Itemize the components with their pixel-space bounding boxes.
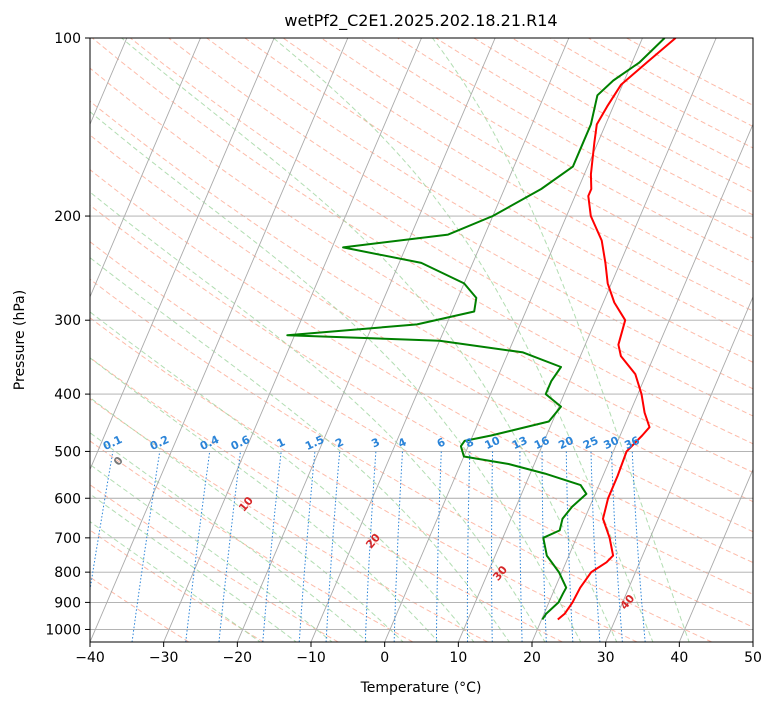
dry-adiabat-line <box>90 169 753 564</box>
x-tick-label: −30 <box>149 650 179 666</box>
isotherm-line <box>90 38 349 642</box>
x-tick-label: 10 <box>449 650 467 666</box>
dry-adiabat-line <box>90 134 753 533</box>
chart-title: wetPf2_C2E1.2025.202.18.21.R14 <box>284 11 557 31</box>
x-tick-label: 20 <box>523 650 541 666</box>
moist-adiabat-line <box>90 432 369 642</box>
dry-adiabat-line <box>206 38 753 363</box>
y-tick-label: 800 <box>54 565 81 581</box>
x-tick-label: 30 <box>597 650 615 666</box>
dry-adiabat-line <box>90 398 488 642</box>
mixing-ratio-line <box>298 451 316 642</box>
y-tick-label: 100 <box>54 31 81 47</box>
moist-adiabat-line <box>90 357 440 642</box>
mixing-ratio-label: 10 <box>483 434 503 452</box>
mixing-ratio-line <box>565 451 574 642</box>
x-tick-label: −40 <box>75 650 105 666</box>
mixing-ratio-line <box>435 451 442 642</box>
isotherm-line <box>236 38 496 642</box>
dry-adiabat-line <box>90 529 264 642</box>
x-tick-label: 40 <box>670 650 688 666</box>
dry-adiabat-line <box>90 241 753 628</box>
moist-adiabat-line <box>90 463 333 642</box>
dry-adiabat-line <box>90 357 563 642</box>
profile-series <box>286 38 677 621</box>
mixing-ratio-line <box>262 451 282 642</box>
moist-adiabat-line <box>90 111 582 642</box>
mixing-ratio-line <box>364 451 377 642</box>
moist-adiabat-line <box>90 521 262 642</box>
dewpoint-line <box>286 38 666 621</box>
mixing-ratio-label: 16 <box>532 434 552 452</box>
isotherm-line <box>605 295 753 642</box>
moist-adiabat-line <box>432 38 690 642</box>
mixing-ratio-label: 30 <box>602 434 622 452</box>
mixing-ratio-line <box>541 451 547 642</box>
y-tick-label: 500 <box>54 444 81 460</box>
temperature-line <box>557 38 677 621</box>
x-axis-title: Temperature (°C) <box>360 680 482 696</box>
mixing-ratio-line <box>590 451 601 642</box>
dry-adiabat-line <box>130 38 753 417</box>
y-tick-label: 700 <box>54 531 81 547</box>
dry-adiabat-line <box>90 67 753 473</box>
isotherm-line <box>90 38 275 471</box>
isotherm-line <box>163 38 422 642</box>
dry-adiabat-line <box>244 38 753 337</box>
x-tick-label: 50 <box>744 650 762 666</box>
isotherm-line <box>678 468 753 642</box>
mixing-ratio-label: 13 <box>510 434 529 452</box>
dry-adiabat-line <box>168 38 753 390</box>
moist-adiabat-line <box>90 191 546 642</box>
mixing-ratio-line <box>466 451 471 642</box>
isotherm-line <box>457 38 717 642</box>
mixing-ratio-line <box>218 451 241 642</box>
y-tick-label: 400 <box>54 387 81 403</box>
y-axis-title: Pressure (hPa) <box>12 290 28 390</box>
y-tick-label: 200 <box>54 209 81 225</box>
dry-adiabat-line <box>90 317 638 642</box>
moist-adiabat-line <box>90 311 475 642</box>
moist-adiabat-line <box>121 38 618 642</box>
mixing-ratio-label: 25 <box>581 434 600 452</box>
plot-frame <box>89 37 754 643</box>
isotherm-line <box>384 38 643 642</box>
background-lines <box>90 38 753 642</box>
dry-adiabat-line <box>90 278 712 642</box>
mixing-ratio-line <box>325 451 341 642</box>
mixing-ratio-line <box>185 451 211 642</box>
isotherm-line <box>531 123 753 642</box>
x-tick-label: −10 <box>296 650 326 666</box>
moist-adiabat-line <box>90 257 511 642</box>
mixing-ratio-line <box>519 451 523 642</box>
mixing-ratio-line <box>393 451 403 642</box>
mixing-ratio-line <box>631 451 646 642</box>
y-tick-label: 300 <box>54 313 81 329</box>
mixing-ratio-line <box>611 451 623 642</box>
y-axis: 100 200 300 400 500 600 700 800 900 1000 <box>45 31 90 638</box>
y-tick-label: 900 <box>54 595 81 611</box>
dry-adiabat-line <box>90 204 753 595</box>
moist-adiabat-line <box>273 38 654 642</box>
x-axis: −40 −30 −20 −10 0 10 20 30 40 50 <box>75 642 762 666</box>
mixing-ratio-label: 36 <box>622 434 642 452</box>
y-tick-label: 1000 <box>45 622 81 638</box>
x-tick-label: −20 <box>223 650 253 666</box>
dry-adiabat-line <box>90 100 753 503</box>
y-tick-label: 600 <box>54 491 81 507</box>
mixing-ratio-line <box>491 451 494 642</box>
isotherm-line <box>90 38 201 299</box>
x-tick-label: 0 <box>380 650 389 666</box>
mixing-ratio-label: 20 <box>556 434 576 452</box>
